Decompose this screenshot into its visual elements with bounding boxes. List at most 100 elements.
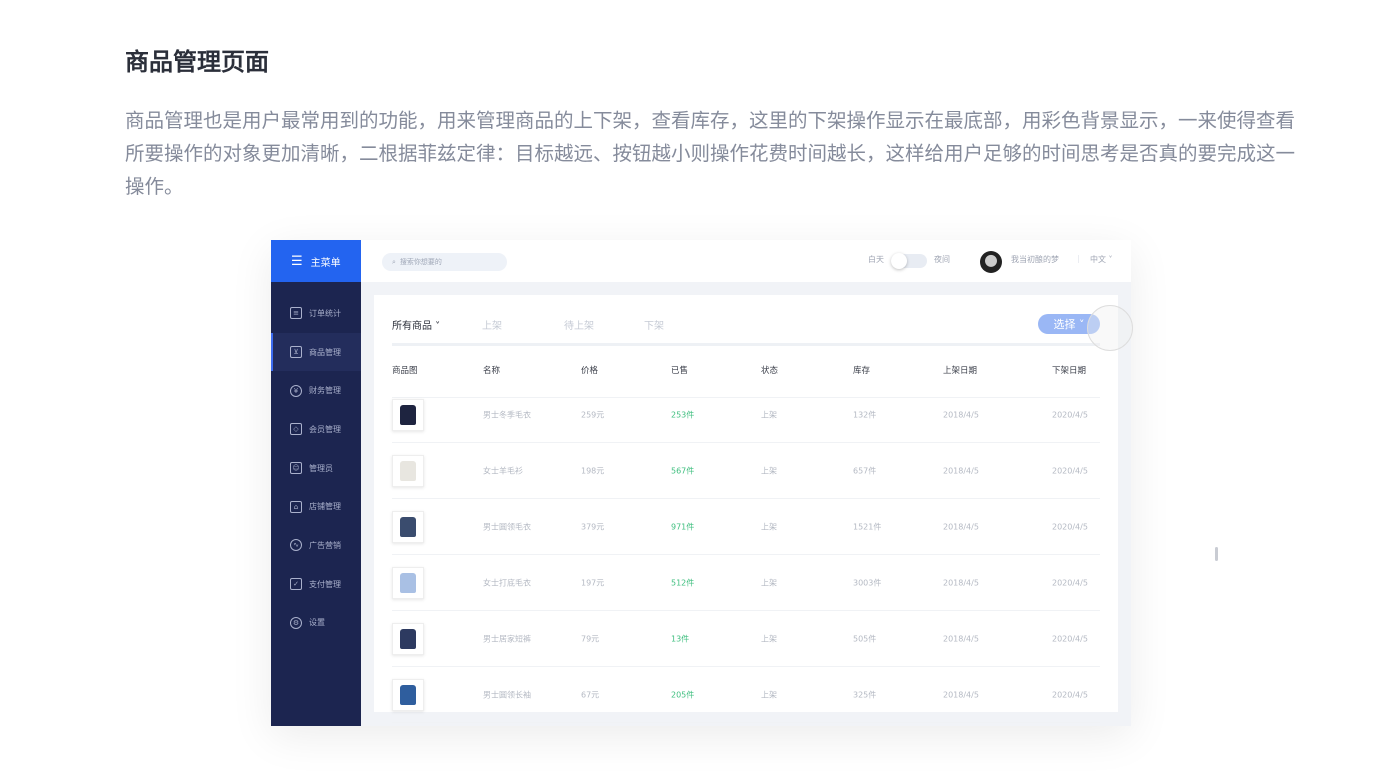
page-description: 商品管理也是用户最常用到的功能，用来管理商品的上下架，查看库存，这里的下架操作显…: [125, 109, 1296, 198]
sidebar-item-label: 店铺管理: [309, 502, 341, 512]
column-header: 库存: [853, 365, 871, 376]
cell-stock: 657件: [853, 466, 877, 475]
tab-all-goods[interactable]: 所有商品 ˅: [392, 321, 441, 332]
sidebar-item-label: 订单统计: [309, 308, 341, 318]
cell-status: 上架: [761, 634, 777, 643]
cell-name: 男士居家短裤: [483, 634, 531, 643]
cell-on: 2018/4/5: [943, 466, 979, 475]
cell-price: 67元: [581, 690, 600, 699]
sidebar-item-2[interactable]: ¥ 财务管理: [271, 371, 361, 410]
column-header: 名称: [483, 365, 501, 376]
day-label: 白天: [868, 255, 884, 264]
cell-price: 198元: [581, 466, 605, 475]
store-icon: ⌂: [290, 500, 302, 513]
cell-on: 2018/4/5: [943, 522, 979, 531]
sidebar-item-0[interactable]: ≡ 订单统计: [271, 294, 361, 333]
cell-on: 2018/4/5: [943, 410, 979, 419]
product-image: [392, 454, 424, 487]
column-header: 商品图: [392, 365, 418, 376]
menu-icon: ☰: [291, 253, 303, 269]
table-row[interactable]: 男士居家短裤 79元 13件 上架 505件 2018/4/5 2020/4/5: [392, 611, 1100, 667]
cell-off: 2020/4/5: [1052, 690, 1088, 699]
language-select[interactable]: 中文 ˅: [1090, 255, 1113, 264]
main-menu-button[interactable]: ☰ 主菜单: [271, 240, 361, 282]
cell-off: 2020/4/5: [1052, 466, 1088, 475]
goods-icon: ⊻: [290, 346, 302, 359]
cell-name: 男士圆领长袖: [483, 690, 531, 699]
document-icon: ≡: [290, 307, 302, 320]
search-placeholder: 搜索你想要的: [399, 258, 442, 266]
cell-stock: 132件: [853, 410, 877, 419]
cell-stock: 1521件: [853, 522, 882, 531]
table-row[interactable]: 男士圆领毛衣 379元 971件 上架 1521件 2018/4/5 2020/4/5: [392, 499, 1100, 555]
sidebar-item-label: 广告营销: [309, 540, 341, 550]
table-header: 商品图 名称 价格 已售 状态 库存 上架日期 下架日期: [392, 342, 1100, 398]
cell-stock: 505件: [853, 634, 877, 643]
table-row[interactable]: 女士打底毛衣 197元 512件 上架 3003件 2018/4/5 2020/4/5: [392, 555, 1100, 611]
tab-on-shelf[interactable]: 上架: [482, 321, 502, 332]
cell-off: 2020/4/5: [1052, 578, 1088, 587]
tab-off-shelf[interactable]: 下架: [644, 321, 664, 332]
pulse-icon: ∿: [290, 539, 302, 552]
product-image: [392, 398, 424, 431]
cell-sold: 13件: [671, 634, 690, 643]
cell-off: 2020/4/5: [1052, 410, 1088, 419]
avatar[interactable]: [980, 251, 1002, 273]
top-bar: ⌕ 搜索你想要的 白天 夜间 我当初酿的梦 | 中文 ˅: [361, 240, 1131, 282]
sidebar-item-6[interactable]: ∿ 广告营销: [271, 526, 361, 565]
tab-pending[interactable]: 待上架: [564, 321, 594, 332]
table-row[interactable]: 男士冬季毛衣 259元 253件 上架 132件 2018/4/5 2020/4/5: [392, 387, 1100, 443]
sidebar-item-8[interactable]: ⚙ 设置: [271, 604, 361, 643]
column-header: 价格: [581, 365, 599, 376]
sidebar-item-label: 支付管理: [309, 579, 341, 589]
cell-name: 男士圆领毛衣: [483, 522, 531, 531]
sidebar-item-7[interactable]: ✓ 支付管理: [271, 565, 361, 604]
sidebar-item-3[interactable]: ◇ 会员管理: [271, 410, 361, 449]
diamond-icon: ◇: [290, 423, 302, 436]
search-input[interactable]: ⌕ 搜索你想要的: [382, 253, 507, 271]
product-image: [392, 678, 424, 711]
sidebar-item-4[interactable]: ☺ 管理员: [271, 449, 361, 488]
column-header: 下架日期: [1052, 365, 1087, 376]
cell-off: 2020/4/5: [1052, 522, 1088, 531]
sidebar-item-label: 会员管理: [309, 424, 341, 434]
cell-sold: 971件: [671, 522, 695, 531]
cell-on: 2018/4/5: [943, 578, 979, 587]
cell-name: 女士打底毛衣: [483, 578, 531, 587]
goods-card: 所有商品 ˅ 上架 待上架 下架 选择 ˅ 商品图 名称 价格 已售 状态 库存 上架日期 下…: [374, 295, 1218, 723]
cell-stock: 3003件: [853, 578, 882, 587]
day-night-toggle[interactable]: [891, 253, 927, 269]
sidebar-item-label: 财务管理: [309, 386, 341, 396]
column-header: 状态: [761, 365, 779, 376]
cell-sold: 253件: [671, 410, 695, 419]
product-image: [392, 566, 424, 599]
cell-status: 上架: [761, 578, 777, 587]
cell-name: 男士冬季毛衣: [483, 410, 531, 419]
sidebar-item-1[interactable]: ⊻ 商品管理: [271, 332, 361, 372]
cell-sold: 512件: [671, 578, 695, 587]
table-row[interactable]: 男士圆领长袖 67元 205件 上架 325件 2018/4/5 2020/4/5: [392, 667, 1100, 723]
cell-price: 379元: [581, 522, 605, 531]
select-button[interactable]: 选择 ˅: [1038, 314, 1100, 334]
gear-icon: ⚙: [290, 616, 302, 629]
sidebar-item-label: 商品管理: [309, 347, 341, 357]
cell-price: 259元: [581, 410, 605, 419]
sidebar-item-5[interactable]: ⌂ 店铺管理: [271, 487, 361, 526]
sidebar-item-label: 管理员: [309, 463, 333, 473]
cell-status: 上架: [761, 522, 777, 531]
yen-icon: ¥: [290, 384, 302, 397]
scrollbar[interactable]: [1215, 547, 1218, 561]
main-menu-label: 主菜单: [310, 257, 341, 269]
user-icon: ☺: [290, 462, 302, 475]
search-icon: ⌕: [392, 257, 396, 266]
cursor-highlight: [1087, 305, 1133, 351]
username[interactable]: 我当初酿的梦: [1011, 255, 1059, 264]
cell-price: 79元: [581, 634, 600, 643]
sidebar: ☰ 主菜单 ≡ 订单统计 ⊻ 商品管理 ¥ 财务管理 ◇ 会员管理 ☺ 管理员 ⌂ 店铺管理 ∿ 广告营销…: [271, 240, 361, 726]
cell-sold: 205件: [671, 690, 695, 699]
cell-off: 2020/4/5: [1052, 634, 1088, 643]
product-image: [392, 510, 424, 543]
product-image: [392, 622, 424, 655]
cell-status: 上架: [761, 466, 777, 475]
table-row[interactable]: 女士羊毛衫 198元 567件 上架 657件 2018/4/5 2020/4/5: [392, 443, 1100, 499]
